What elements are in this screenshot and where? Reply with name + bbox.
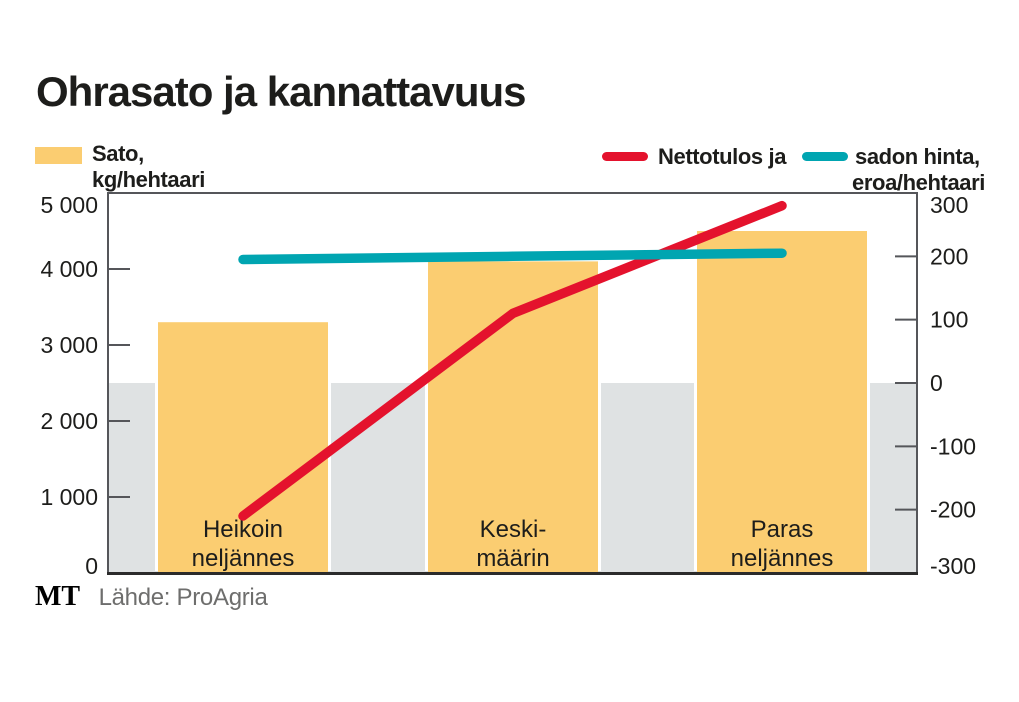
- left-axis-label-1000: 1 000: [40, 484, 98, 510]
- line-series-0: [238, 200, 787, 521]
- category-label-1: Keski-määrin: [476, 516, 549, 572]
- right-axis-label-200: 200: [930, 243, 968, 269]
- net-line-legend-label: Nettotulos ja: [658, 144, 787, 169]
- category-label-2: Paras neljännes: [731, 516, 834, 572]
- source-credit: Lähde: ProAgria: [98, 584, 268, 611]
- bar-legend-line1: Sato,: [92, 141, 144, 166]
- left-axis-label-0: 0: [85, 553, 98, 579]
- bar-2: [697, 231, 867, 573]
- right-axis-label--200: -200: [930, 497, 976, 523]
- footer: MT Lähde: ProAgria: [35, 581, 268, 613]
- mt-logo: MT: [35, 581, 81, 612]
- bar-0: [158, 322, 328, 573]
- price-legend-line1: sadon hinta,: [855, 144, 980, 169]
- right-axis-label--300: -300: [930, 553, 976, 579]
- chart-title: Ohrasato ja kannattavuus: [36, 68, 526, 115]
- category-label-0: Heikoin neljännes: [192, 516, 295, 572]
- right-axis-label-300: 300: [930, 192, 968, 218]
- net-line-legend-swatch: [602, 152, 648, 161]
- left-axis-label-3000: 3 000: [40, 332, 98, 358]
- left-axis-label-4000: 4 000: [40, 256, 98, 282]
- price-line-legend-swatch: [802, 152, 848, 161]
- bar-legend-line2: kg/hehtaari: [92, 167, 205, 192]
- right-axis-label--100: -100: [930, 433, 976, 459]
- price-legend-line2: eroa/hehtaari: [852, 170, 985, 195]
- right-axis-label-0: 0: [930, 370, 943, 396]
- left-axis-label-5000: 5 000: [40, 192, 98, 218]
- price-line-legend-label: sadon hinta, eroa/hehtaari: [852, 144, 985, 195]
- line-series-1: [238, 248, 787, 265]
- bar-legend-label: Sato, kg/hehtaari: [92, 141, 205, 193]
- right-axis-label-100: 100: [930, 307, 968, 333]
- left-axis-label-2000: 2 000: [40, 408, 98, 434]
- bar-legend-swatch: [35, 147, 82, 164]
